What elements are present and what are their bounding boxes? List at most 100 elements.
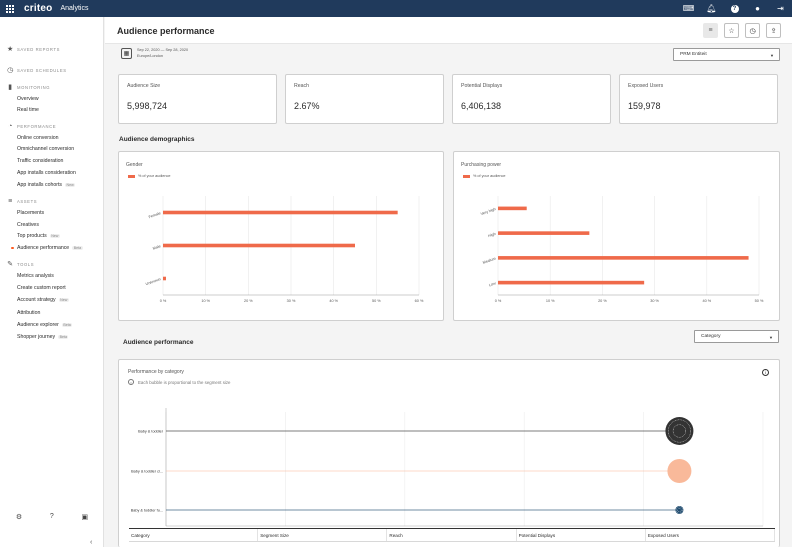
- y-category-label: Medium: [482, 257, 496, 265]
- category-select[interactable]: Category ▼: [694, 330, 779, 343]
- keyboard-icon[interactable]: ⌨: [682, 4, 695, 13]
- x-tick-label: 30 %: [650, 299, 659, 303]
- bubble-texture: [667, 419, 691, 443]
- kpi-card-audience-size: Audience Size 5,998,724: [118, 74, 277, 124]
- bell-icon[interactable]: 🔔︎: [706, 4, 717, 13]
- sidebar-item-audience-performance[interactable]: Audience performance Beta: [11, 245, 83, 251]
- advertiser-select[interactable]: PRM Entiteit ▼: [673, 48, 780, 61]
- table-header-category[interactable]: Category: [129, 529, 259, 541]
- bar[interactable]: [498, 206, 527, 211]
- sidebar-section-tools: ✎ TOOLS: [7, 261, 35, 268]
- legend-label: % of your audience: [473, 174, 506, 178]
- sidebar-item-real-time[interactable]: Real time: [17, 107, 39, 113]
- brand-logo[interactable]: criteo: [24, 3, 53, 14]
- y-category-label: High: [488, 232, 497, 238]
- gauge-icon: ◔: [8, 123, 13, 130]
- x-tick-label: 20 %: [598, 299, 607, 303]
- x-tick-label: 10 %: [201, 299, 210, 303]
- purchasing-power-chart: 0 % 10 % 20 % 30 % 40 % 50 % Very high High Medi…: [480, 196, 764, 303]
- bar[interactable]: [498, 231, 590, 235]
- chevron-down-icon: ▼: [769, 335, 773, 340]
- legend-swatch: [128, 174, 135, 178]
- sidebar-item-app-installs-cohorts[interactable]: App installs cohorts New: [17, 182, 76, 188]
- sidebar-item-placements[interactable]: Placements: [17, 210, 45, 216]
- y-category-label: Female: [148, 211, 161, 219]
- sidebar-item-omnichannel-conversion[interactable]: Omnichannel conversion: [17, 146, 75, 152]
- bubble[interactable]: [665, 417, 694, 445]
- sidebar-item-overview[interactable]: Overview: [17, 96, 39, 102]
- accessibility-icon[interactable]: ▣: [81, 514, 89, 521]
- y-category-label: Low: [488, 281, 496, 287]
- sidebar-section-monitoring: ▮ MONITORING: [8, 84, 51, 91]
- bubble-texture: [672, 424, 686, 438]
- table-header-potential-displays[interactable]: Potential Displays: [517, 529, 646, 541]
- x-tick-label: 30 %: [287, 299, 296, 303]
- user-icon[interactable]: ●: [755, 4, 760, 13]
- bubble-texture: [677, 507, 682, 513]
- bar[interactable]: [498, 280, 645, 285]
- y-category-label: Unknown: [145, 277, 161, 286]
- sidebar-item-online-conversion[interactable]: Online conversion: [17, 135, 59, 141]
- collapse-chevron-icon[interactable]: ‹: [90, 539, 93, 546]
- x-tick-label: 0 %: [495, 299, 502, 303]
- timezone-text: Europe/London: [137, 53, 163, 58]
- chart-legend: % of your audience: [128, 174, 171, 178]
- sidebar-section-assets: ≡ ASSETS: [8, 198, 38, 205]
- legend-label: % of your audience: [138, 174, 171, 178]
- sidebar-item-creatives[interactable]: Creatives: [17, 222, 39, 228]
- top-bar: criteo Analytics ⌨ 🔔︎ ? ● ⇥: [0, 0, 792, 17]
- chevron-down-icon: ▼: [770, 53, 774, 58]
- gear-icon[interactable]: ⚙: [15, 514, 23, 521]
- bubble[interactable]: [667, 459, 692, 483]
- section-title-audience-performance: Audience performance: [123, 339, 194, 346]
- sidebar-item-attribution[interactable]: Attribution: [17, 310, 41, 316]
- table-header-reach[interactable]: Reach: [387, 529, 517, 541]
- help-circle-icon[interactable]: ?: [49, 513, 54, 520]
- kpi-label: Audience Size: [127, 83, 161, 89]
- gender-chart-card: Gender % of your audience 0 % 10 % 20 % 30 …: [118, 151, 444, 321]
- sidebar-item-top-products[interactable]: Top products New: [17, 233, 60, 239]
- clock-icon: ◷: [749, 27, 756, 35]
- sidebar-item-create-custom-report[interactable]: Create custom report: [17, 285, 66, 291]
- chart-title: Gender: [126, 162, 143, 168]
- section-title-demographics: Audience demographics: [119, 136, 195, 143]
- filter-button[interactable]: ≡: [703, 23, 718, 38]
- sidebar-item-audience-explorer[interactable]: Audience explorer Beta: [17, 322, 73, 328]
- bubble-texture: [675, 506, 683, 514]
- chart-subtitle: Each bubble is proportional to the segme…: [138, 379, 231, 385]
- x-tick-label: 10 %: [546, 299, 555, 303]
- y-category-label: Male: [152, 244, 161, 251]
- sidebar-section-saved-reports[interactable]: ★ SAVED REPORTS: [7, 46, 61, 53]
- performance-chart-card: Performance by category ○ Each bubble is…: [118, 359, 780, 547]
- date-range-picker[interactable]: ▦ Sep 22, 2020 — Sep 28, 2020 Europe/Lon…: [121, 48, 188, 59]
- export-button[interactable]: ⇪: [766, 23, 781, 38]
- sidebar-item-shopper-journey[interactable]: Shopper journey Beta: [17, 334, 69, 340]
- star-icon: ★: [7, 46, 14, 53]
- bar[interactable]: [498, 256, 749, 260]
- table-header-exposed-users[interactable]: Exposed Users: [646, 529, 776, 541]
- table-header-segment-size[interactable]: Segment Size: [258, 529, 388, 541]
- legend-swatch: [463, 174, 470, 178]
- bar[interactable]: [163, 276, 166, 281]
- bar[interactable]: [163, 210, 398, 215]
- bar[interactable]: [163, 243, 355, 248]
- bubble[interactable]: [675, 506, 684, 514]
- date-range-text: Sep 22, 2020 — Sep 28, 2020: [137, 48, 189, 52]
- sidebar-section-saved-schedules[interactable]: ◷ SAVED SCHEDULES: [7, 67, 67, 74]
- sidebar-item-app-installs-consideration[interactable]: App installs consideration: [17, 170, 76, 176]
- history-button[interactable]: ◷: [745, 23, 760, 38]
- info-icon[interactable]: i: [762, 369, 769, 376]
- kpi-value: 159,978: [628, 101, 661, 111]
- new-badge: New: [49, 234, 60, 238]
- help-icon[interactable]: ?: [723, 0, 746, 17]
- sidebar-item-metrics-analysis[interactable]: Metrics analysis: [17, 273, 54, 279]
- sidebar: ★ SAVED REPORTS ◷ SAVED SCHEDULES ▮ MONI…: [0, 17, 104, 547]
- sidebar-item-account-strategy[interactable]: Account strategy New: [17, 297, 69, 303]
- app-name: Analytics: [60, 5, 89, 12]
- apps-grid-icon[interactable]: [6, 4, 16, 13]
- sidebar-item-traffic-consideration[interactable]: Traffic consideration: [17, 158, 64, 164]
- beta-badge: Beta: [58, 335, 69, 339]
- star-button[interactable]: ☆: [724, 23, 739, 38]
- logout-icon[interactable]: ⇥: [777, 4, 784, 13]
- star-icon: ☆: [728, 27, 735, 35]
